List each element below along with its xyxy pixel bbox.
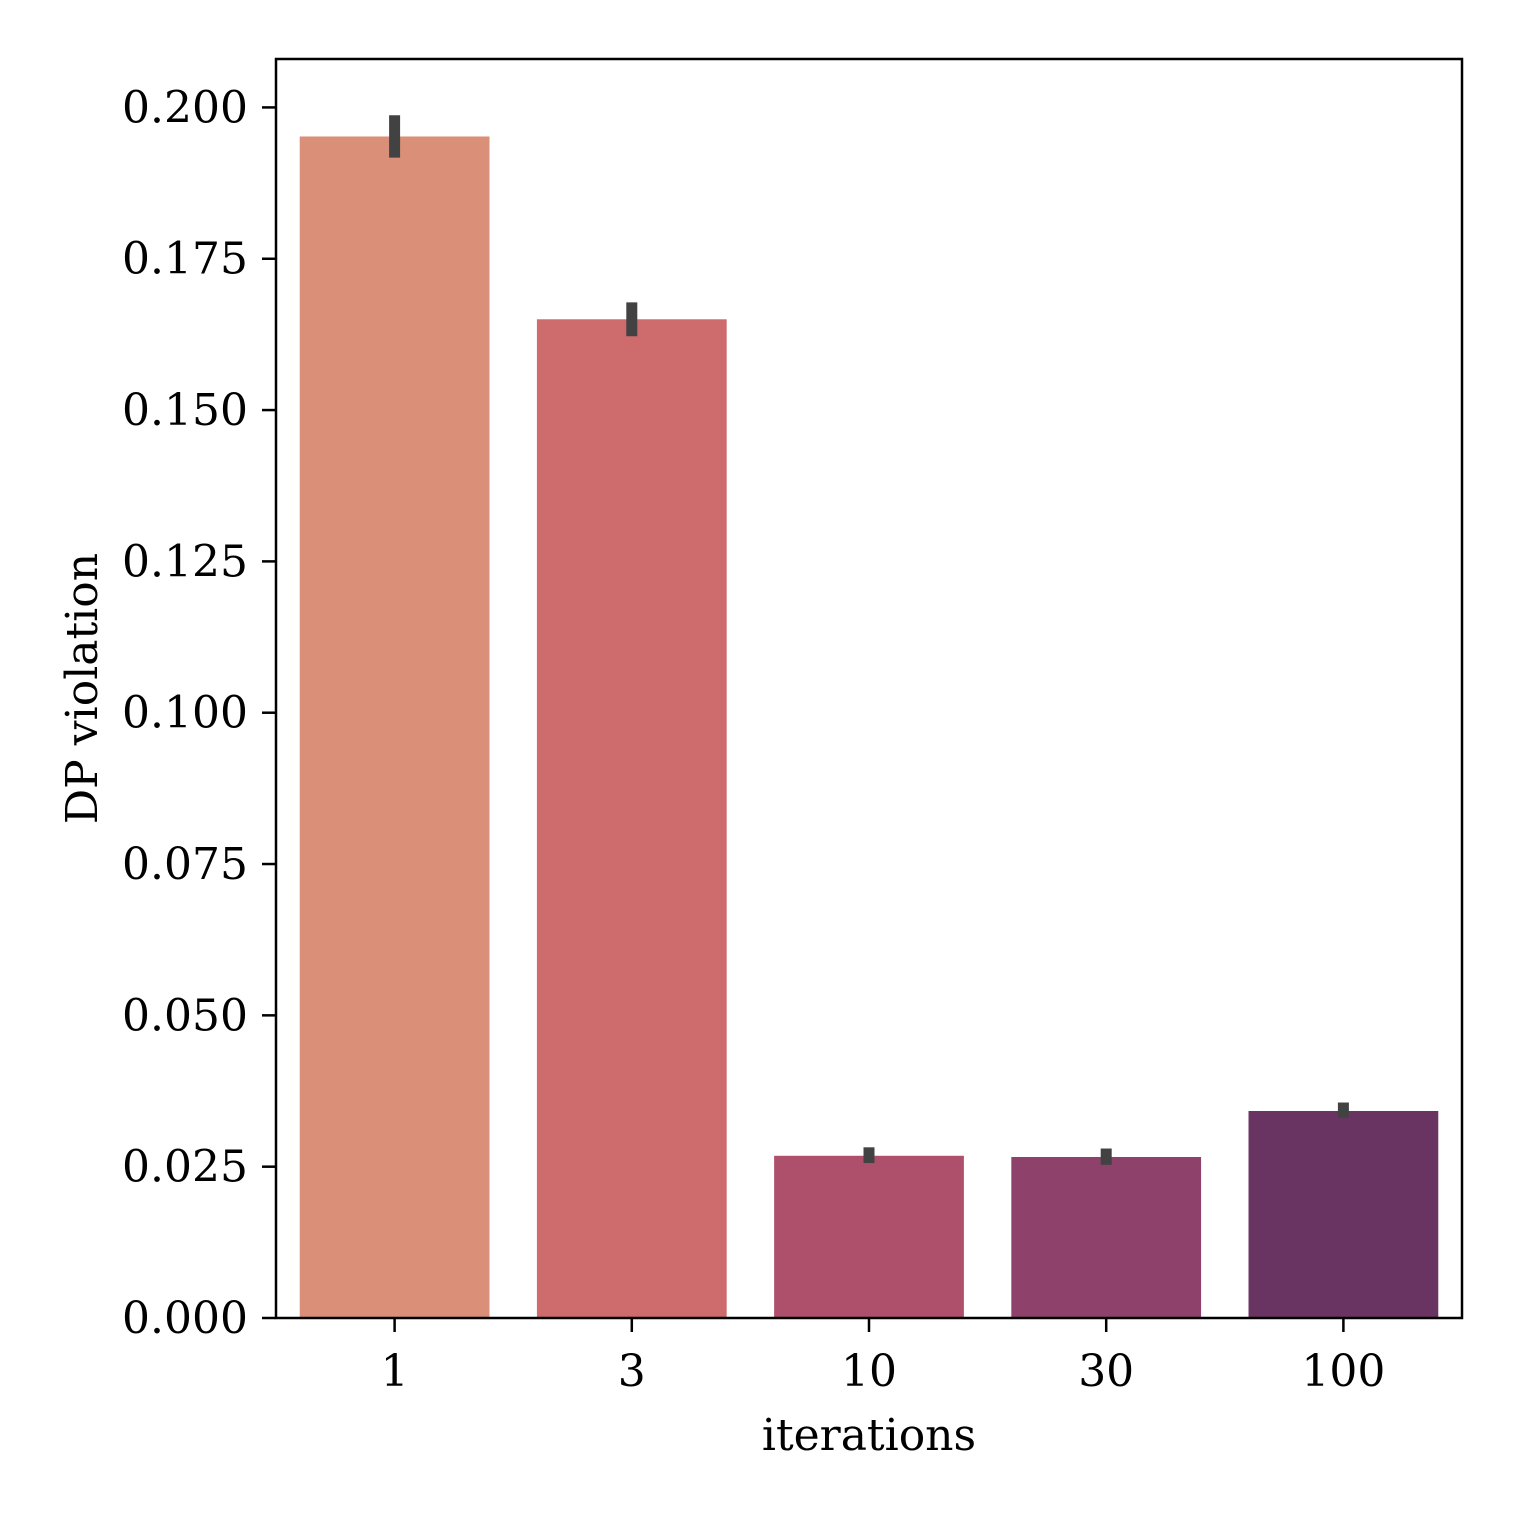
bars-group bbox=[299, 136, 1439, 1318]
y-tick-label: 0.025 bbox=[122, 1142, 248, 1193]
bar-10 bbox=[774, 1155, 964, 1318]
bar-30 bbox=[1011, 1156, 1202, 1318]
y-tick-label: 0.100 bbox=[122, 688, 248, 739]
x-tick-label: 10 bbox=[841, 1346, 897, 1397]
bar-100 bbox=[1248, 1110, 1439, 1318]
y-tick-label: 0.200 bbox=[122, 82, 248, 133]
bar-3 bbox=[536, 319, 727, 1318]
x-axis-label: iterations bbox=[762, 1410, 976, 1461]
error-bars-group bbox=[389, 115, 1349, 1165]
y-tick-label: 0.000 bbox=[122, 1293, 248, 1344]
plot-frame bbox=[274, 57, 1464, 1320]
y-tick-label: 0.050 bbox=[122, 990, 248, 1041]
y-axis-label: DP violation bbox=[57, 553, 108, 824]
y-tick-label: 0.125 bbox=[122, 536, 248, 587]
y-tick-label: 0.150 bbox=[122, 385, 248, 436]
y-tick-label: 0.075 bbox=[122, 839, 248, 890]
x-tick-label: 3 bbox=[618, 1346, 646, 1397]
bar-1 bbox=[299, 136, 490, 1318]
x-tick-label: 100 bbox=[1301, 1346, 1385, 1397]
y-tick-label: 0.175 bbox=[122, 234, 248, 285]
y-axis: 0.000 0.025 0.050 0.075 0.100 0.125 0.150 0.175… bbox=[122, 82, 276, 1344]
x-tick-label: 1 bbox=[381, 1346, 409, 1397]
x-tick-label: 30 bbox=[1078, 1346, 1134, 1397]
x-axis: 1 3 10 30 100 bbox=[381, 1318, 1385, 1397]
